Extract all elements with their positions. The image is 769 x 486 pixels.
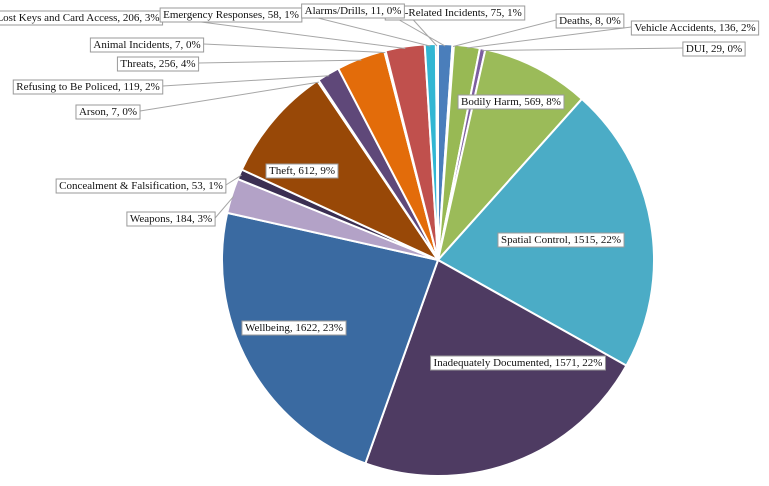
data-label-text: Animal Incidents, 7, 0% (93, 39, 200, 51)
leader-line (203, 43, 386, 54)
data-label: Animal Incidents, 7, 0% (89, 37, 205, 53)
data-label-text: DUI, 29, 0% (686, 43, 742, 55)
data-label: Weapons, 184, 3% (126, 211, 216, 227)
data-label-text: Bodily Harm, 569, 8% (461, 96, 561, 108)
data-label: Bodily Harm, 569, 8% (457, 94, 565, 110)
data-label: Vehicle Accidents, 136, 2% (630, 20, 760, 36)
data-label-text: Alarms/Drills, 11, 0% (305, 5, 402, 17)
data-label: Concealment & Falsification, 53, 1% (55, 178, 227, 194)
data-label: DUI, 29, 0% (682, 41, 746, 57)
data-label-text: Threats, 256, 4% (120, 58, 195, 70)
data-label-text: Emergency Responses, 58, 1% (163, 9, 299, 21)
data-label-text: Spatial Control, 1515, 22% (501, 234, 621, 246)
data-labels: Sex-Related Incidents, 75, 1% Deaths, 8, … (0, 3, 760, 371)
data-label-box (126, 211, 216, 227)
data-label-box (682, 41, 746, 57)
leader-line (482, 47, 683, 52)
data-label-box (241, 320, 347, 336)
data-label: Theft, 612, 9% (265, 163, 339, 179)
data-label: Wellbeing, 1622, 23% (241, 320, 347, 336)
data-label-text: Vehicle Accidents, 136, 2% (634, 22, 755, 34)
data-label-box (555, 13, 625, 29)
data-label-box (301, 3, 405, 19)
data-label: Deaths, 8, 0% (555, 13, 625, 29)
data-label-text: Concealment & Falsification, 53, 1% (59, 180, 223, 192)
leader-line (162, 75, 330, 87)
pie-slice-alarms-drills (434, 42, 439, 261)
leader-line (139, 81, 320, 112)
data-label-box (457, 94, 565, 110)
leader-line (466, 26, 632, 49)
data-label-box (12, 79, 164, 95)
leader-line (198, 59, 362, 64)
data-label: Sex-Related Incidents, 75, 1% (384, 5, 526, 21)
data-label-box (630, 20, 760, 36)
data-label-text: Sex-Related Incidents, 75, 1% (388, 7, 522, 19)
pie-slice-wellbeing (221, 211, 440, 465)
data-label: Spatial Control, 1515, 22% (497, 232, 625, 248)
pie-slice-spatial-control (436, 97, 655, 368)
leader-line (225, 174, 242, 186)
data-label: Inadequately Documented, 1571, 22% (430, 355, 606, 371)
data-label-text: Theft, 612, 9% (269, 165, 335, 177)
data-label-text: Inadequately Documented, 1571, 22% (434, 357, 603, 369)
leader-line (214, 195, 235, 219)
data-label: Threats, 256, 4% (116, 56, 200, 72)
leader-line (301, 13, 431, 47)
data-label: Lost Keys and Card Access, 206, 3% (0, 10, 164, 26)
leader-line (452, 19, 557, 48)
data-label-box (116, 56, 200, 72)
data-label-text: Wellbeing, 1622, 23% (245, 322, 343, 334)
data-label-box (75, 104, 141, 120)
data-label-box (497, 232, 625, 248)
data-label-box (89, 37, 205, 53)
data-label-box (265, 163, 339, 179)
data-label: Refusing to Be Policed, 119, 2% (12, 79, 164, 95)
data-label-box (55, 178, 227, 194)
data-label: Emergency Responses, 58, 1% (159, 7, 303, 23)
data-label-text: Lost Keys and Card Access, 206, 3% (0, 12, 160, 24)
data-label: Arson, 7, 0% (75, 104, 141, 120)
data-label-text: Arson, 7, 0% (79, 106, 137, 118)
data-label-box (430, 355, 606, 371)
data-label-text: Refusing to Be Policed, 119, 2% (16, 81, 160, 93)
pie-slices (221, 42, 655, 477)
data-label-text: Deaths, 8, 0% (559, 15, 621, 27)
data-label: Alarms/Drills, 11, 0% (301, 3, 405, 19)
data-label-text: Weapons, 184, 3% (130, 213, 212, 225)
